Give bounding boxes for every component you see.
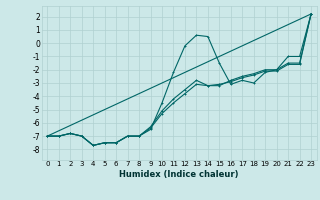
X-axis label: Humidex (Indice chaleur): Humidex (Indice chaleur)	[119, 170, 239, 179]
